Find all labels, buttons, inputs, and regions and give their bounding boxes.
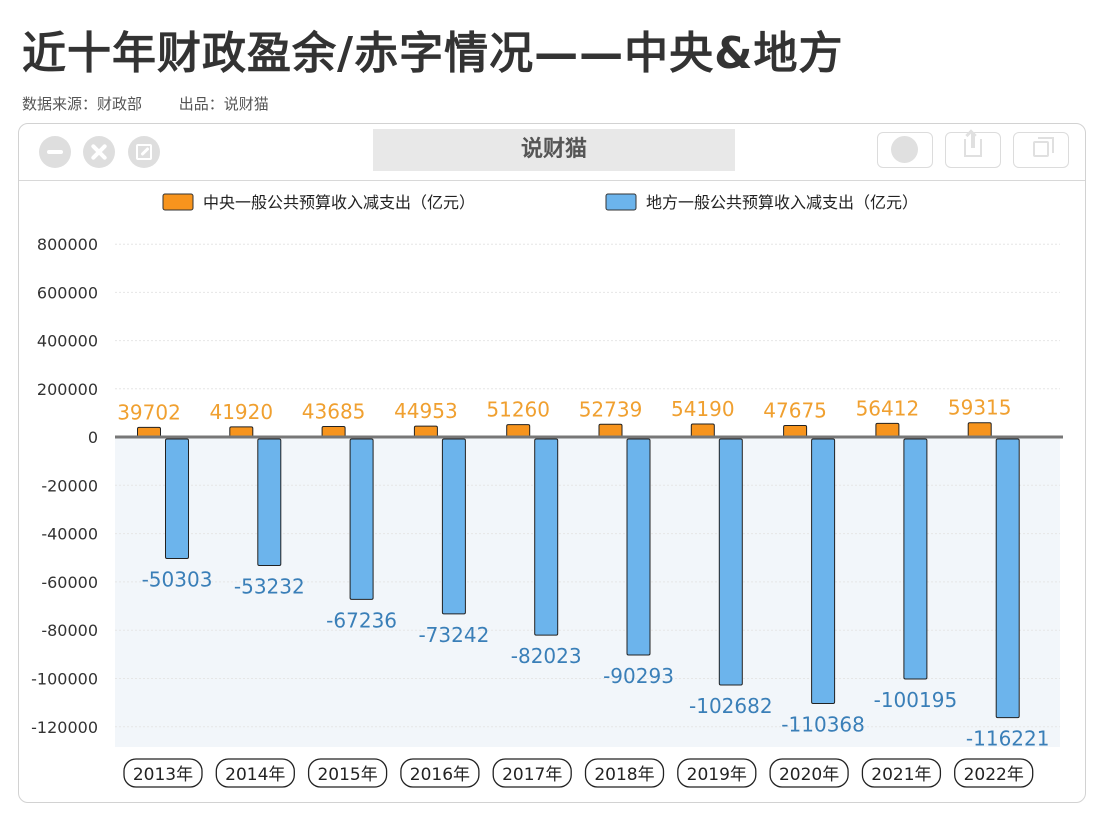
central-bar <box>506 424 531 438</box>
local-bar <box>257 438 282 567</box>
local-value-label: -82023 <box>511 644 582 668</box>
central-bar <box>690 423 715 438</box>
x-tick-label: 2017年 <box>502 765 562 785</box>
central-bar <box>783 425 808 438</box>
central-value-label: 43685 <box>302 399 366 423</box>
central-bar <box>229 426 254 438</box>
legend-label: 中央一般公共预算收入减支出（亿元） <box>203 193 475 212</box>
local-bar <box>626 438 651 656</box>
central-bar <box>598 423 623 438</box>
local-value-label: -110368 <box>781 713 865 737</box>
x-tick-label: 2019年 <box>687 765 747 785</box>
y-tick-label: -120000 <box>31 718 98 737</box>
x-tick-label: 2013年 <box>133 765 193 785</box>
y-tick-label: 0 <box>88 428 98 447</box>
local-value-label: -53232 <box>234 575 305 599</box>
y-tick-label: 600000 <box>37 283 98 302</box>
category-pill <box>123 758 203 788</box>
local-bar <box>718 438 743 686</box>
x-tick-label: 2015年 <box>317 765 377 785</box>
local-value-label: -102682 <box>689 694 773 718</box>
category-pill <box>400 758 480 788</box>
category-pill <box>584 758 665 788</box>
central-value-label: 52739 <box>579 397 643 421</box>
x-tick-label: 2016年 <box>410 765 470 785</box>
share-icon <box>964 132 982 157</box>
local-bar <box>995 438 1020 719</box>
central-value-label: 44953 <box>394 399 458 423</box>
y-tick-label: -60000 <box>41 573 98 592</box>
central-value-label: 51260 <box>486 398 550 422</box>
category-pill <box>769 758 849 788</box>
local-bar <box>165 438 189 559</box>
central-value-label: 56412 <box>856 396 920 420</box>
category-pill <box>954 758 1034 788</box>
central-value-label: 59315 <box>948 396 1012 420</box>
window-titlebar: 说财猫 <box>19 124 1085 181</box>
y-tick-label: -80000 <box>41 621 98 640</box>
legend-label: 地方一般公共预算收入减支出（亿元） <box>646 193 918 212</box>
maximize-icon[interactable] <box>128 136 160 168</box>
minimize-icon[interactable] <box>39 136 71 168</box>
local-value-label: -73242 <box>418 623 489 647</box>
central-value-label: 47675 <box>763 399 827 423</box>
x-tick-label: 2022年 <box>964 765 1024 785</box>
y-tick-label: -100000 <box>31 670 98 689</box>
share-button[interactable] <box>945 132 1001 168</box>
x-tick-label: 2021年 <box>871 765 931 785</box>
local-value-label: -100195 <box>874 688 958 712</box>
local-value-label: -50303 <box>142 567 213 591</box>
category-pill <box>861 758 942 788</box>
local-bar <box>811 438 836 705</box>
local-value-label: -67236 <box>326 608 397 632</box>
category-pill <box>215 758 295 788</box>
y-tick-label: -20000 <box>41 476 98 495</box>
central-bar <box>413 425 438 438</box>
central-value-label: 39702 <box>117 400 181 424</box>
data-source-text: 数据来源：财政部 <box>22 95 143 113</box>
local-value-label: -90293 <box>603 664 674 688</box>
copy-icon <box>1033 137 1054 157</box>
local-bar <box>534 438 559 636</box>
y-tick-label: -40000 <box>41 525 98 544</box>
central-bar <box>321 425 346 438</box>
local-bar <box>441 438 466 615</box>
legend-swatch <box>605 193 637 211</box>
x-tick-label: 2018年 <box>594 765 654 785</box>
category-pill <box>307 758 388 788</box>
central-value-label: 41920 <box>209 400 273 424</box>
legend-swatch <box>162 193 194 211</box>
local-bar <box>903 438 928 680</box>
central-value-label: 54190 <box>671 397 735 421</box>
central-bar <box>967 422 992 438</box>
y-tick-label: 200000 <box>37 380 98 399</box>
category-pill <box>677 758 757 788</box>
local-bar <box>349 438 374 600</box>
record-button[interactable] <box>877 132 933 168</box>
x-tick-label: 2014年 <box>225 765 285 785</box>
category-pill <box>492 758 572 788</box>
source-line: 数据来源：财政部 出品：说财猫 <box>22 93 269 114</box>
app-title: 说财猫 <box>373 129 735 171</box>
record-icon <box>891 136 918 163</box>
close-icon[interactable] <box>83 136 115 168</box>
local-value-label: -116221 <box>966 727 1050 751</box>
y-tick-label: 400000 <box>37 332 98 351</box>
y-tick-label: 800000 <box>37 235 98 254</box>
producer-text: 出品：说财猫 <box>178 95 269 113</box>
central-bar <box>875 422 900 438</box>
copy-button[interactable] <box>1013 132 1069 168</box>
x-tick-label: 2020年 <box>779 765 839 785</box>
page-title: 近十年财政盈余/赤字情况——中央&地方 <box>22 28 844 79</box>
